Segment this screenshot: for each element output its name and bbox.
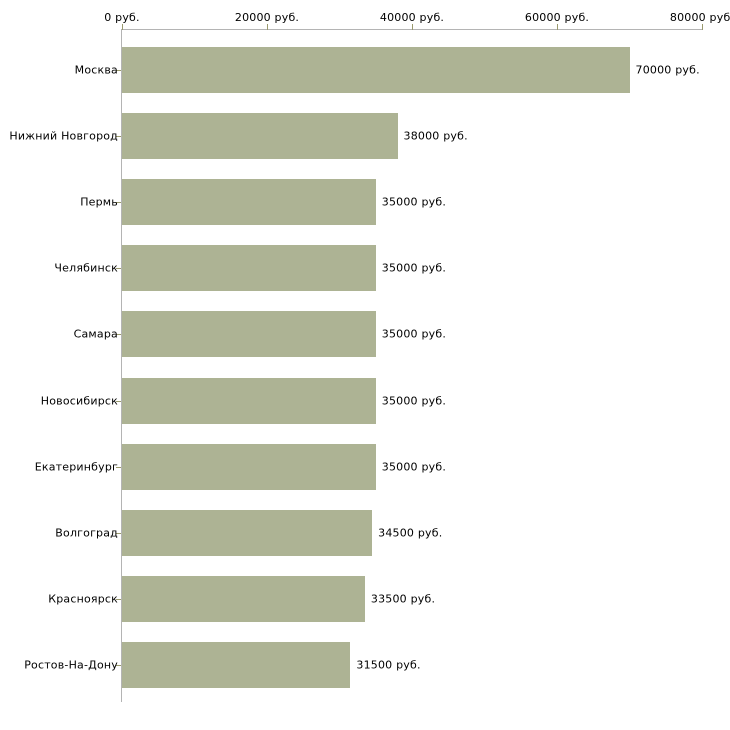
bar[interactable] bbox=[122, 575, 365, 622]
y-axis-tick bbox=[116, 665, 121, 666]
x-axis-tick-label: 60000 руб. bbox=[524, 11, 590, 24]
bar-value-label: 70000 руб. bbox=[635, 63, 700, 77]
bar[interactable] bbox=[122, 179, 376, 226]
y-axis-tick bbox=[116, 599, 121, 600]
x-axis-tick-label: 80000 руб. bbox=[669, 11, 730, 24]
bar-value-label: 35000 руб. bbox=[381, 261, 447, 275]
bar[interactable] bbox=[122, 377, 376, 424]
bar-value-label: 35000 руб. bbox=[381, 195, 447, 209]
x-axis-tick bbox=[557, 24, 558, 30]
y-axis-tick bbox=[116, 70, 121, 71]
bar[interactable] bbox=[122, 311, 376, 358]
bar-value-label: 33500 руб. bbox=[370, 592, 436, 606]
bar[interactable] bbox=[122, 245, 376, 292]
x-axis-tick-label: 20000 руб. bbox=[234, 11, 300, 24]
bar[interactable] bbox=[122, 113, 398, 160]
x-axis-tick bbox=[412, 24, 413, 30]
y-axis-tick bbox=[116, 401, 121, 402]
category-label: Самара bbox=[73, 327, 118, 341]
x-axis-tick bbox=[267, 24, 268, 30]
y-axis-tick bbox=[116, 467, 121, 468]
bar-value-label: 35000 руб. bbox=[381, 394, 447, 408]
y-axis-tick bbox=[116, 136, 121, 137]
x-axis-tick bbox=[702, 24, 703, 30]
category-label: Красноярск bbox=[48, 592, 118, 606]
bar[interactable] bbox=[122, 509, 373, 556]
x-axis-tick-label: 40000 руб. bbox=[379, 11, 445, 24]
bar[interactable] bbox=[122, 443, 376, 490]
category-label: Волгоград bbox=[55, 526, 118, 540]
y-axis-tick bbox=[116, 334, 121, 335]
bar[interactable] bbox=[122, 47, 630, 94]
bar-value-label: 38000 руб. bbox=[403, 129, 468, 143]
bar-value-label: 34500 руб. bbox=[378, 526, 443, 540]
y-axis-tick bbox=[116, 268, 121, 269]
bar-value-label: 31500 руб. bbox=[356, 658, 421, 672]
y-axis-line bbox=[121, 29, 122, 702]
bar-value-label: 35000 руб. bbox=[381, 327, 447, 341]
category-label: Пермь bbox=[80, 195, 118, 209]
x-axis-tick bbox=[122, 24, 123, 30]
category-label: Москва bbox=[74, 63, 118, 77]
bar-value-label: 35000 руб. bbox=[381, 460, 447, 474]
category-label: Екатеринбург bbox=[34, 460, 118, 474]
category-label: Челябинск bbox=[54, 261, 118, 275]
y-axis-tick bbox=[116, 533, 121, 534]
x-axis-tick-label: 0 руб. bbox=[104, 11, 140, 24]
category-label: Ростов-На-Дону bbox=[24, 658, 118, 672]
category-label: Нижний Новгород bbox=[9, 129, 118, 143]
y-axis-tick bbox=[116, 202, 121, 203]
category-label: Новосибирск bbox=[40, 394, 118, 408]
bar[interactable] bbox=[122, 641, 351, 688]
